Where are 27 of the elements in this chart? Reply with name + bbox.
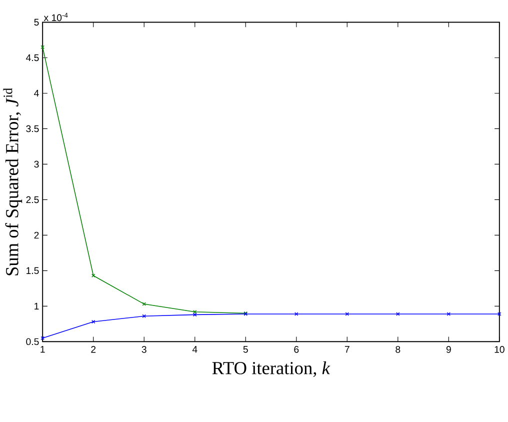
x-tick-label: 8 [396, 346, 400, 353]
y-tick-label: 4.5 [26, 54, 39, 62]
point [192, 312, 197, 317]
y-tick-label: 0.5 [26, 338, 39, 346]
point [91, 274, 96, 278]
point [192, 310, 197, 314]
y-tick-label: 3.5 [26, 125, 39, 132]
y-tick-label: 3 [34, 160, 39, 168]
y-axis-title: Sum of Squared Error, J$^{id}$ [3, 88, 22, 276]
point [142, 314, 146, 318]
x-tick-label: 7 [344, 346, 350, 353]
x-tick-label: 1 [40, 346, 45, 353]
x-axis-title: RTO iteration, k [212, 361, 330, 377]
x-tick-label: 10 [494, 346, 504, 353]
y-tick-label: 2.5 [26, 196, 39, 204]
x-tick-label: 5 [243, 346, 248, 353]
y-tick-label: 5 [34, 18, 39, 26]
x-tick-label: 3 [142, 346, 146, 353]
y-tick-label: 2 [34, 232, 39, 239]
x-tick-label: 2 [91, 346, 96, 353]
text: x 10$^{-4}$ [44, 12, 68, 22]
y-tick-label: 1 [34, 302, 39, 310]
x-tick-label: 6 [294, 346, 299, 353]
y-tick-label: 4 [34, 90, 39, 97]
x-tick-label: 4 [192, 346, 198, 353]
y-tick-label: 1.5 [26, 267, 39, 274]
x-tick-label: 9 [446, 346, 451, 353]
